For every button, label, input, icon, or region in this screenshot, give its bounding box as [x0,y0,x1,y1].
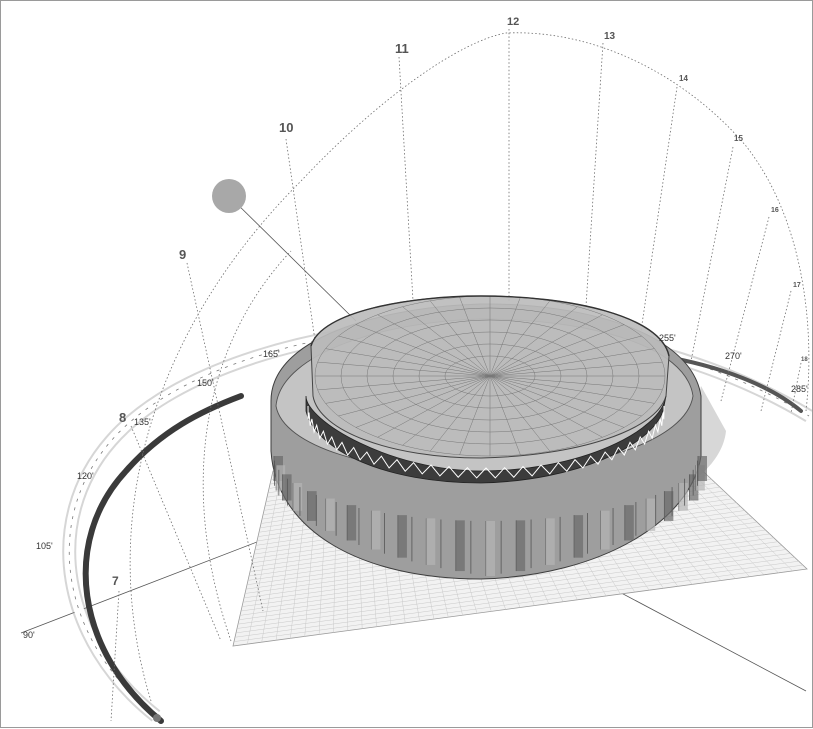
sun-path-arc [129,32,810,702]
azimuth-label-285: 285' [791,384,808,394]
inner-bowl-rim [310,295,670,357]
hour-line [285,138,342,522]
hour-label-13: 13 [604,31,616,42]
hour-line [585,42,604,307]
hour-line [640,86,678,332]
rail-end-marker [153,714,161,722]
sun-icon[interactable] [212,179,246,213]
hour-label-15: 15 [734,134,743,143]
hour-label-14: 14 [679,74,688,83]
hour-label-10: 10 [279,120,293,135]
azimuth-labels: 90' 105' 120' 135' 150' 165' 255' 270' 2… [23,333,808,640]
hour-label-9: 9 [179,247,186,262]
hour-label-18: 18 [801,357,808,363]
azimuth-label-150: 150' [197,378,214,388]
hour-line [398,56,414,302]
hour-label-11: 11 [395,41,409,56]
hour-line [110,590,120,722]
azimuth-label-135: 135' [134,417,151,427]
hour-label-16: 16 [771,207,779,214]
building [270,295,707,580]
compass-rail [82,393,244,724]
hour-label-7: 7 [112,574,119,588]
azimuth-label-165: 165' [263,349,280,359]
hour-line [130,425,222,642]
hour-lines [110,29,802,722]
hour-line [186,262,264,612]
azimuth-label-270: 270' [725,351,742,361]
hour-label-17: 17 [793,282,801,289]
hour-label-12: 12 [507,16,519,28]
azimuth-label-105: 105' [36,541,53,551]
azimuth-label-90: 90' [23,630,35,640]
azimuth-label-120: 120' [77,471,94,481]
azimuth-label-255: 255' [659,333,676,343]
hour-labels: 7 8 9 10 11 12 13 14 15 16 17 18 [112,16,808,588]
hour-line [690,146,734,362]
hour-label-8: 8 [119,410,126,425]
hour-line [790,362,802,414]
